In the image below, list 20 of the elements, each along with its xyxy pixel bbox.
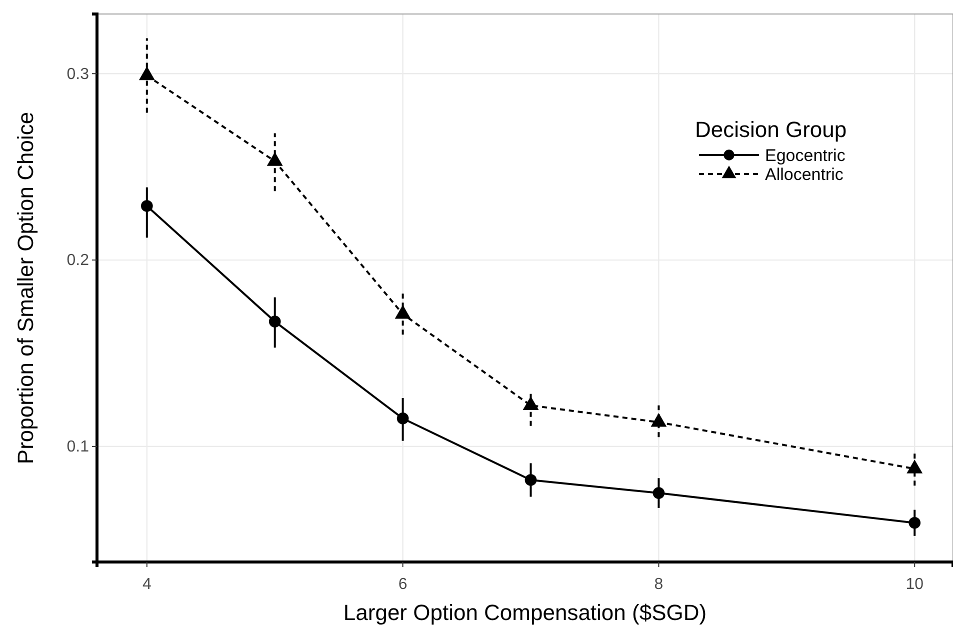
y-tick-label: 0.2	[66, 252, 90, 270]
x-tick-label: 4	[142, 576, 152, 594]
y-axis-title: Proportion of Smaller Option Choice	[13, 112, 38, 464]
point	[396, 412, 409, 424]
x-tick-label: 10	[906, 576, 924, 594]
y-tick-label: 0.3	[66, 66, 90, 83]
point	[138, 66, 155, 80]
y-tick-label: 0.1	[66, 438, 90, 456]
legend-label: Egocentric	[765, 146, 846, 165]
point	[524, 474, 537, 486]
point	[266, 152, 283, 166]
point	[394, 304, 411, 319]
x-axis-title: Larger Option Compensation ($SGD)	[343, 600, 707, 625]
point	[908, 516, 921, 529]
x-tick-label: 8	[654, 576, 664, 594]
x-tick-label: 6	[398, 576, 408, 594]
point	[652, 487, 665, 499]
legend-title: Decision Group	[695, 117, 847, 142]
legend-label: Allocentric	[765, 165, 844, 184]
point	[268, 316, 281, 328]
